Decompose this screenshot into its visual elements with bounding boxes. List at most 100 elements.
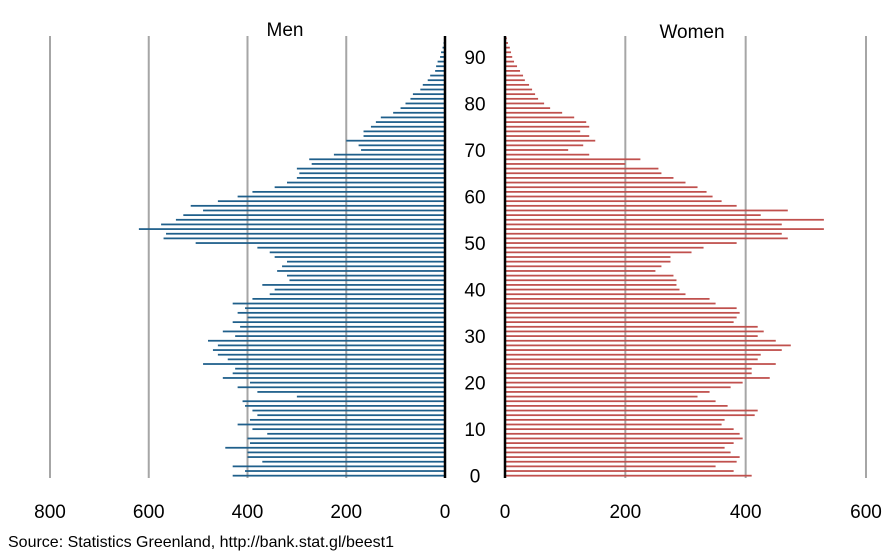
men-bar-age-84 bbox=[422, 83, 445, 86]
women-x-tick-600: 600 bbox=[850, 502, 882, 523]
men-bar-age-47 bbox=[274, 256, 445, 258]
women-bar-age-24 bbox=[505, 363, 776, 365]
men-bar-age-53 bbox=[138, 228, 445, 230]
men-bar-age-81 bbox=[410, 97, 445, 100]
men-bar-age-58 bbox=[190, 204, 445, 207]
women-bar-age-68 bbox=[505, 158, 641, 161]
men-bar-age-34 bbox=[247, 316, 445, 319]
age-label-60: 60 bbox=[464, 188, 485, 209]
men-x-tick-labels: 800 600 400 200 0 bbox=[34, 502, 450, 523]
men-bar-age-36 bbox=[245, 307, 445, 310]
men-bar-age-59 bbox=[217, 200, 445, 203]
men-bar-age-3 bbox=[262, 460, 445, 463]
women-bar-age-42 bbox=[505, 279, 677, 282]
women-bar-age-4 bbox=[505, 456, 740, 458]
men-bar-age-21 bbox=[222, 377, 445, 379]
women-bar-age-70 bbox=[505, 149, 569, 151]
men-bar-age-51 bbox=[163, 237, 445, 240]
men-bar-age-55 bbox=[175, 218, 445, 221]
age-label-50: 50 bbox=[464, 234, 485, 255]
women-bar-age-91 bbox=[505, 51, 512, 54]
women-bar-age-25 bbox=[505, 358, 758, 361]
women-bar-age-20 bbox=[505, 381, 743, 384]
men-bar-age-77 bbox=[380, 116, 445, 119]
men-bar-age-86 bbox=[430, 74, 445, 77]
women-bar-age-36 bbox=[505, 307, 737, 310]
women-bar-age-38 bbox=[505, 297, 710, 300]
men-bar-age-23 bbox=[235, 367, 445, 370]
women-bar-age-81 bbox=[505, 97, 539, 100]
women-bar-age-53 bbox=[505, 228, 824, 230]
men-bar-age-5 bbox=[247, 451, 445, 454]
men-bar-age-48 bbox=[269, 251, 445, 254]
women-bar-age-86 bbox=[505, 74, 524, 77]
women-bar-age-9 bbox=[505, 432, 740, 435]
women-bar-age-18 bbox=[505, 391, 710, 393]
women-bar-age-15 bbox=[505, 405, 728, 407]
age-label-20: 20 bbox=[464, 374, 485, 395]
age-label-0: 0 bbox=[470, 467, 481, 488]
women-bar-age-61 bbox=[505, 190, 707, 193]
women-x-tick-200: 200 bbox=[609, 502, 641, 523]
women-bar-age-8 bbox=[505, 437, 743, 440]
men-bar-age-35 bbox=[237, 311, 445, 314]
men-x-tick-400: 400 bbox=[232, 502, 264, 523]
men-bar-age-61 bbox=[252, 190, 445, 193]
women-bar-age-5 bbox=[505, 451, 731, 454]
men-bar-age-30 bbox=[235, 335, 445, 337]
men-bar-age-71 bbox=[358, 144, 445, 147]
men-bar-age-1 bbox=[245, 470, 445, 472]
men-bar-age-0 bbox=[232, 474, 445, 477]
men-bar-age-75 bbox=[370, 125, 445, 128]
women-bar-age-11 bbox=[505, 423, 722, 426]
women-bar-age-93 bbox=[505, 42, 509, 44]
men-bar-age-78 bbox=[393, 111, 445, 114]
women-bar-age-56 bbox=[505, 214, 761, 217]
men-bar-age-19 bbox=[237, 386, 445, 389]
men-bar-age-56 bbox=[183, 214, 445, 217]
women-bar-age-44 bbox=[505, 270, 656, 272]
age-label-80: 80 bbox=[464, 94, 485, 115]
men-bar-age-76 bbox=[375, 121, 445, 123]
women-bar-age-73 bbox=[505, 135, 590, 137]
men-bar-age-31 bbox=[222, 330, 445, 333]
men-bar-age-14 bbox=[252, 409, 445, 412]
men-bar-age-9 bbox=[267, 432, 445, 435]
men-bar-age-62 bbox=[274, 186, 445, 189]
women-bar-age-63 bbox=[505, 181, 686, 184]
women-bar-age-78 bbox=[505, 111, 563, 114]
men-bar-age-79 bbox=[400, 107, 445, 109]
men-bars bbox=[138, 36, 447, 478]
women-bar-age-6 bbox=[505, 446, 725, 449]
women-bar-age-22 bbox=[505, 372, 752, 375]
women-bar-age-35 bbox=[505, 311, 740, 314]
women-bar-age-89 bbox=[505, 60, 515, 63]
women-bar-age-29 bbox=[505, 339, 776, 342]
men-bar-age-22 bbox=[232, 372, 445, 375]
women-bar-age-37 bbox=[505, 302, 716, 305]
women-bar-age-30 bbox=[505, 335, 758, 337]
women-bar-age-0 bbox=[505, 474, 752, 477]
women-bar-age-54 bbox=[505, 223, 782, 226]
women-bar-age-75 bbox=[505, 125, 590, 128]
men-bar-age-88 bbox=[436, 65, 445, 68]
age-label-90: 90 bbox=[464, 48, 485, 69]
women-bar-age-33 bbox=[505, 321, 734, 324]
women-bar-age-47 bbox=[505, 256, 671, 258]
men-bar-age-52 bbox=[166, 232, 445, 235]
men-bar-age-54 bbox=[161, 223, 445, 226]
women-x-tick-400: 400 bbox=[730, 502, 762, 523]
men-bar-age-2 bbox=[232, 465, 445, 468]
women-bar-age-16 bbox=[505, 400, 716, 403]
women-bar-age-87 bbox=[505, 70, 521, 72]
men-bar-age-11 bbox=[237, 423, 445, 426]
men-bar-age-18 bbox=[257, 391, 445, 393]
women-bar-age-82 bbox=[505, 93, 536, 96]
men-bar-age-73 bbox=[363, 135, 445, 137]
men-bar-age-15 bbox=[245, 405, 445, 407]
women-bar-age-67 bbox=[505, 163, 626, 165]
women-bar-age-31 bbox=[505, 330, 764, 333]
men-bar-age-46 bbox=[287, 260, 445, 263]
women-bar-age-26 bbox=[505, 353, 761, 356]
men-bar-age-50 bbox=[195, 242, 445, 244]
